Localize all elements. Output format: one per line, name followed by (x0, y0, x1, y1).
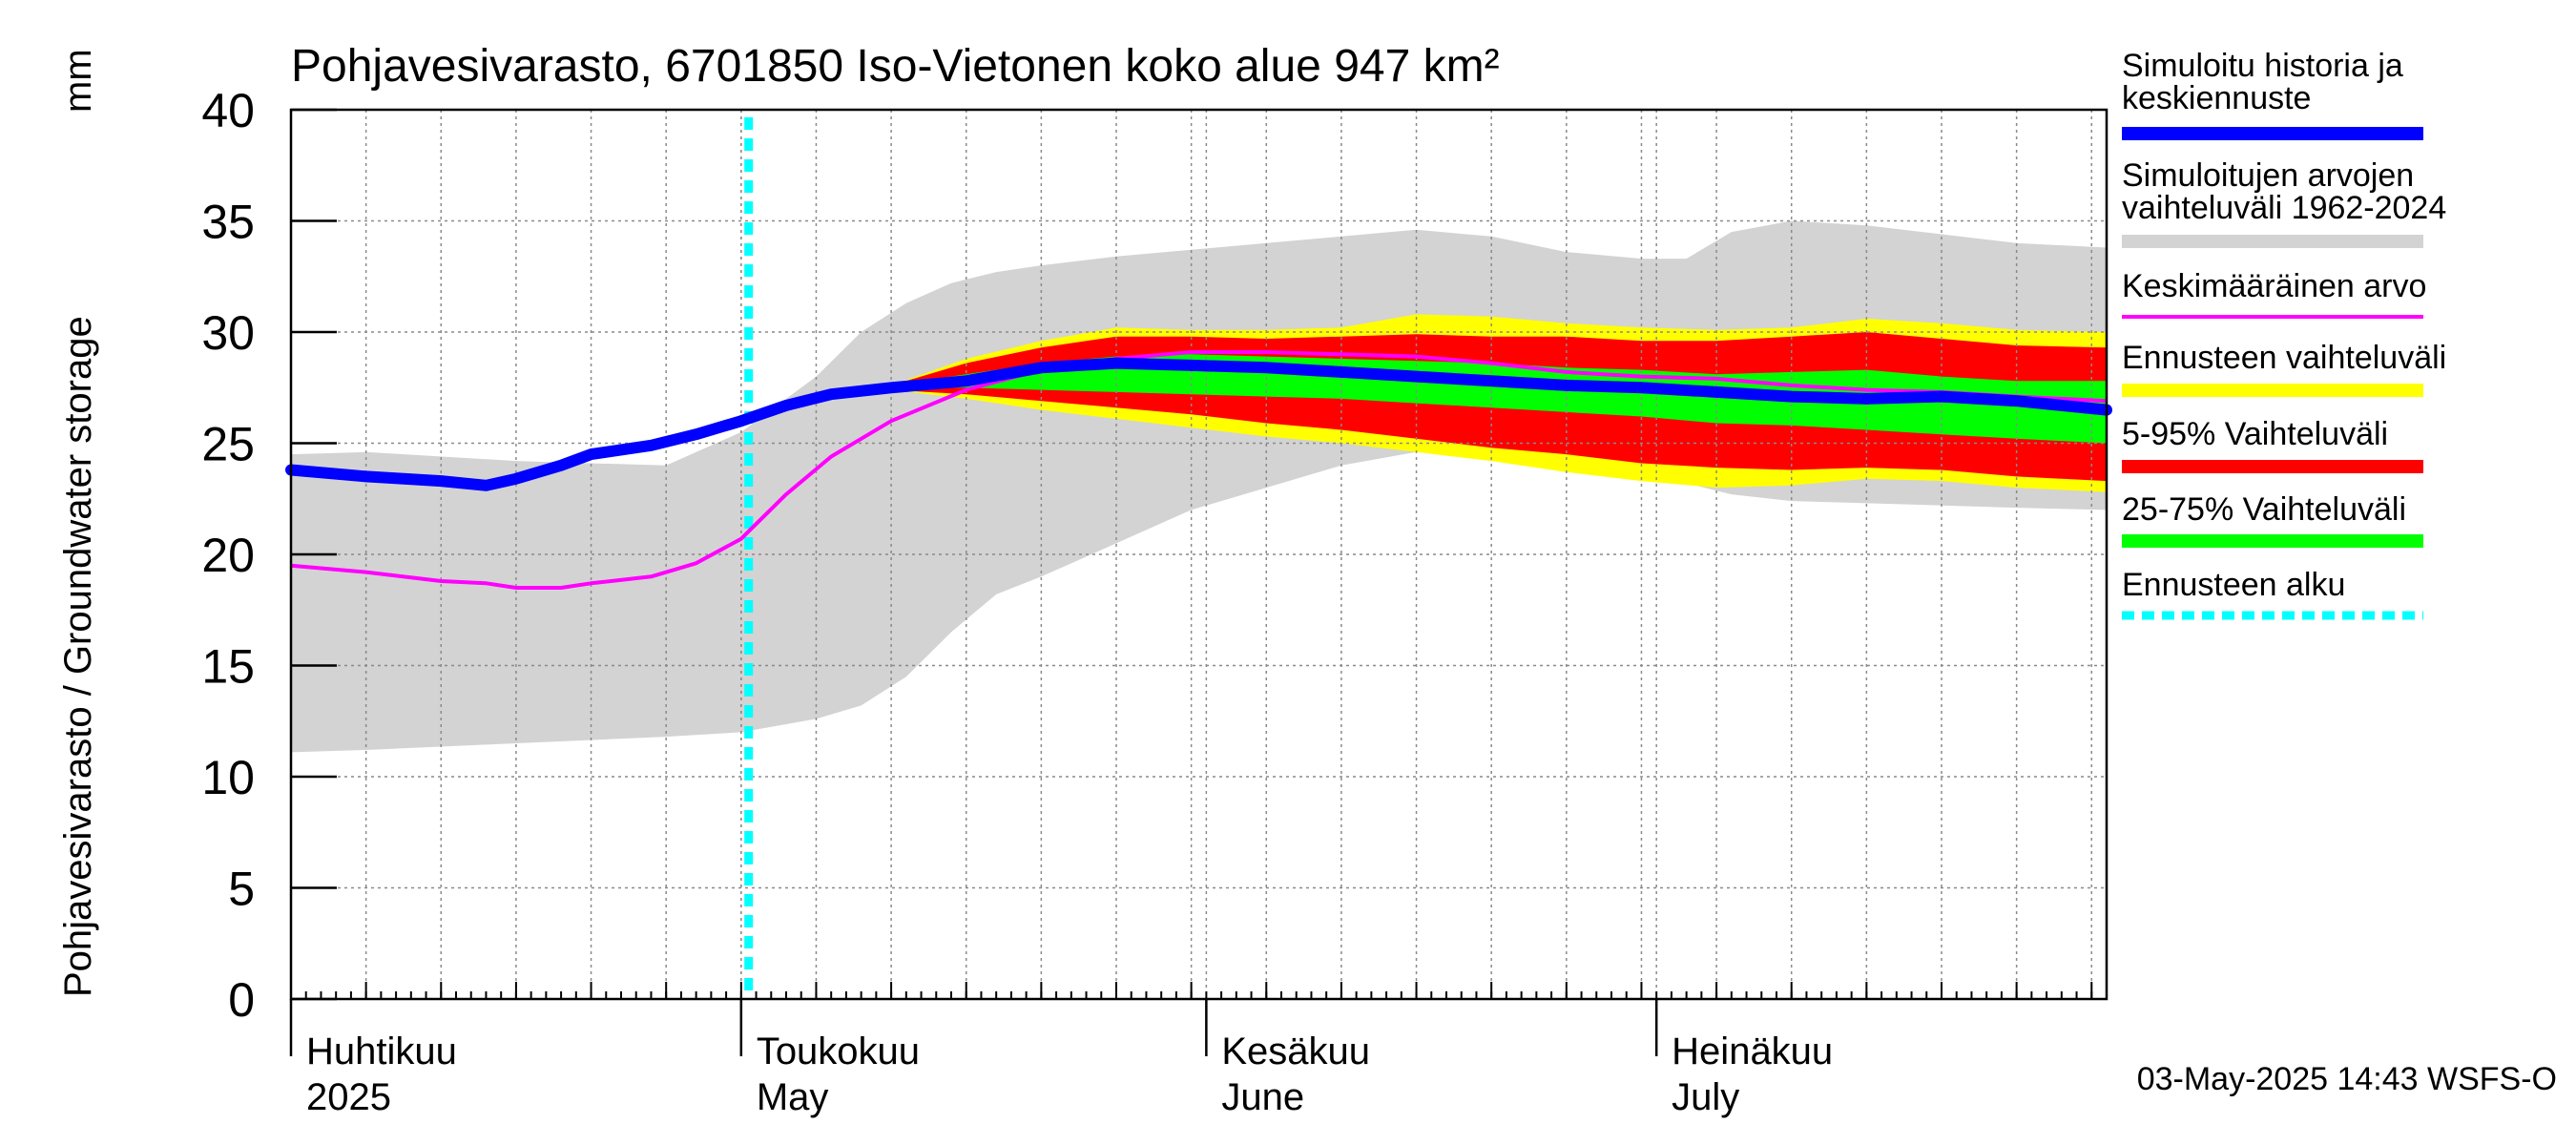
y-tick-label: 20 (201, 529, 255, 582)
month-label-fi: Heinäkuu (1672, 1030, 1833, 1072)
range-areas (291, 220, 2107, 753)
month-label-fi: Huhtikuu (306, 1030, 457, 1072)
y-axis-label: Pohjavesivarasto / Groundwater storage (57, 316, 99, 997)
y-tick-label: 5 (228, 863, 255, 916)
y-tick-label: 35 (201, 196, 255, 249)
month-label-en: 2025 (306, 1076, 391, 1118)
legend-label: keskiennuste (2122, 80, 2311, 116)
legend-label: 25-75% Vaihteluväli (2122, 491, 2406, 528)
y-tick-label: 25 (201, 418, 255, 471)
y-tick-label: 10 (201, 751, 255, 804)
historic-range-band (291, 220, 2107, 753)
chart-title: Pohjavesivarasto, 6701850 Iso-Vietonen k… (291, 41, 1500, 92)
y-tick-label: 40 (201, 84, 255, 137)
timestamp: 03-May-2025 14:43 WSFS-O (2137, 1061, 2557, 1097)
month-label-fi: Toukokuu (757, 1030, 920, 1072)
legend-label: Simuloitujen arvojen (2122, 157, 2414, 194)
legend-label: 5-95% Vaihteluväli (2122, 416, 2388, 452)
month-label-fi: Kesäkuu (1221, 1030, 1370, 1072)
y-tick-label: 15 (201, 640, 255, 694)
month-label-en: May (757, 1076, 829, 1118)
series-lines (285, 350, 2112, 590)
y-axis-unit: mm (57, 49, 99, 113)
range-25-75-band (891, 354, 2107, 444)
y-tick-label: 30 (201, 306, 255, 360)
legend-label: Simuloitu historia ja (2122, 48, 2403, 84)
month-label-en: July (1672, 1076, 1739, 1118)
legend-label: Ennusteen alku (2122, 567, 2345, 603)
axes: 0510152025303540Huhtikuu2025ToukokuuMayK… (201, 84, 2109, 1118)
legend-label: vaihteluväli 1962-2024 (2122, 190, 2446, 226)
legend-label: Keskimääräinen arvo (2122, 268, 2426, 304)
legend-label: Ennusteen vaihteluväli (2122, 340, 2446, 376)
y-tick-label: 0 (228, 973, 255, 1027)
grid-lines (291, 110, 2107, 999)
month-label-en: June (1221, 1076, 1304, 1118)
simulated-history-line (285, 357, 2112, 491)
